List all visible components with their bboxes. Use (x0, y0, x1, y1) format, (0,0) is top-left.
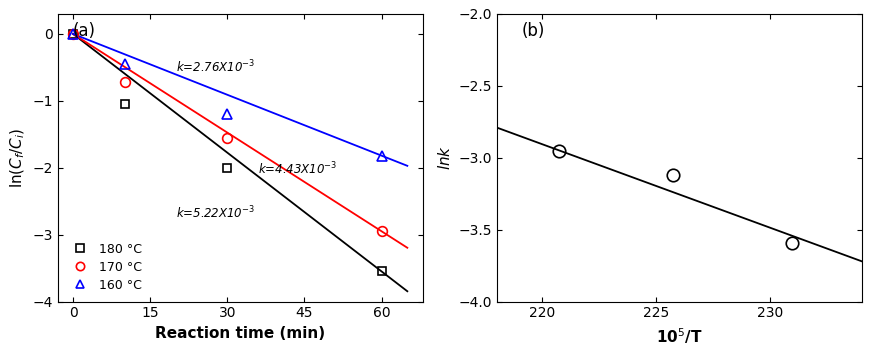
X-axis label: 10$^5$/T: 10$^5$/T (655, 326, 701, 346)
Text: (a): (a) (72, 22, 95, 40)
Y-axis label: ln$k$: ln$k$ (436, 145, 452, 170)
X-axis label: Reaction time (min): Reaction time (min) (155, 326, 325, 341)
Text: $k$=4.43X10$^{-3}$: $k$=4.43X10$^{-3}$ (258, 161, 337, 177)
Text: $k$=5.22X10$^{-3}$: $k$=5.22X10$^{-3}$ (176, 204, 255, 221)
Y-axis label: ln($C_f$/$C_i$): ln($C_f$/$C_i$) (9, 127, 27, 188)
Text: (b): (b) (521, 22, 545, 40)
Legend: 180 °C, 170 °C, 160 °C: 180 °C, 170 °C, 160 °C (63, 239, 145, 295)
Text: $k$=2.76X10$^{-3}$: $k$=2.76X10$^{-3}$ (176, 59, 255, 76)
